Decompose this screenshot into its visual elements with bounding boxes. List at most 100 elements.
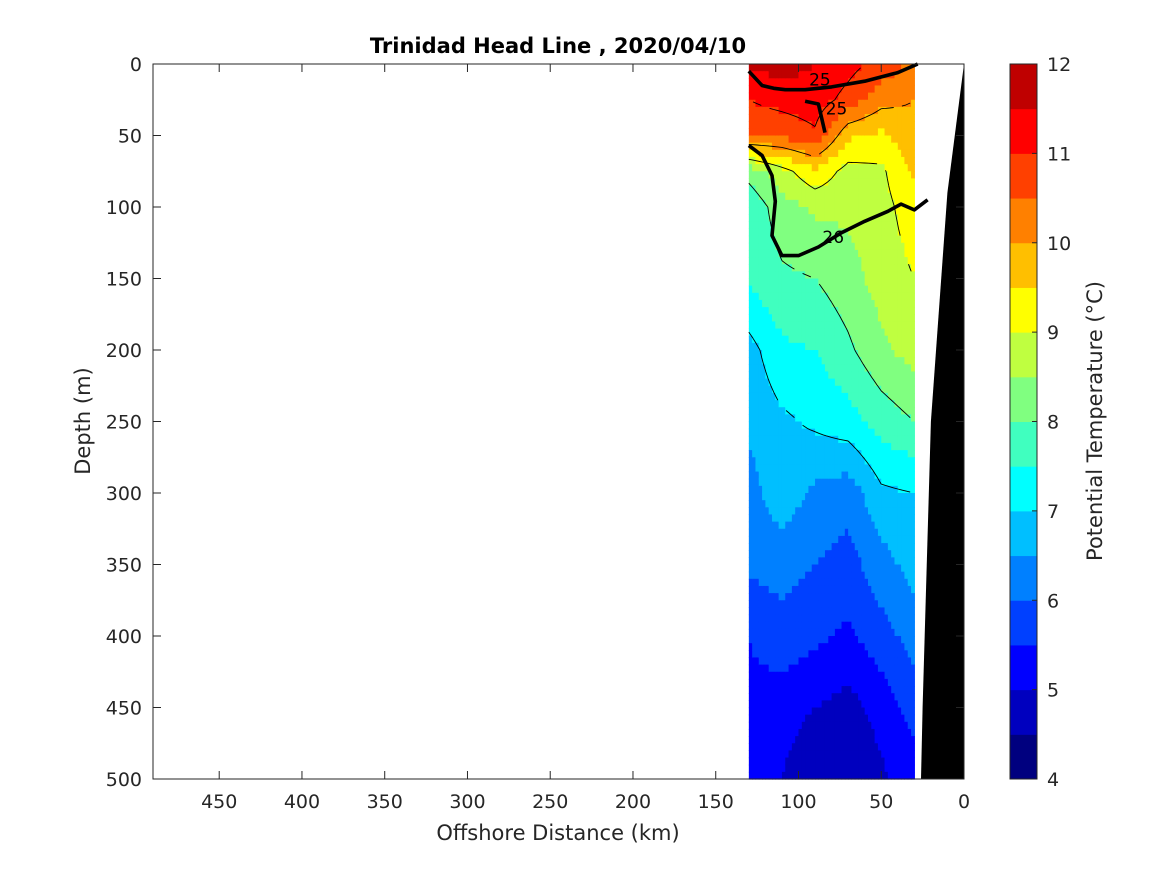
field-cell xyxy=(838,493,843,501)
field-cell xyxy=(821,450,826,458)
field-cell xyxy=(884,149,889,158)
field-cell xyxy=(844,78,849,87)
field-cell xyxy=(798,550,803,558)
field-cell xyxy=(841,342,846,351)
field-cell xyxy=(805,578,810,587)
field-cell xyxy=(785,528,790,537)
field-cell xyxy=(768,335,773,344)
field-cell xyxy=(834,328,839,337)
field-cell xyxy=(911,614,915,623)
field-cell xyxy=(824,64,829,72)
field-cell xyxy=(864,764,869,773)
field-cell xyxy=(752,199,757,208)
field-cell xyxy=(815,571,819,580)
field-cell xyxy=(768,721,773,730)
field-cell xyxy=(874,478,879,487)
field-cell xyxy=(824,414,829,423)
field-cell xyxy=(891,485,896,494)
field-cell xyxy=(818,78,823,87)
field-cell xyxy=(838,235,843,244)
field-cell xyxy=(861,535,866,544)
field-cell xyxy=(858,264,862,272)
field-cell xyxy=(805,700,810,709)
field-cell xyxy=(848,171,853,179)
field-cell xyxy=(815,621,819,630)
field-cell xyxy=(841,736,846,744)
field-cell xyxy=(907,521,912,530)
field-cell xyxy=(805,135,810,144)
field-cell xyxy=(911,228,915,237)
field-cell xyxy=(795,714,800,723)
field-cell xyxy=(884,671,889,680)
field-cell xyxy=(824,199,829,208)
field-cell xyxy=(894,707,899,716)
field-cell xyxy=(821,278,826,287)
field-cell xyxy=(791,435,796,444)
field-cell xyxy=(758,593,763,601)
field-cell xyxy=(858,771,862,780)
field-cell xyxy=(811,400,816,408)
field-cell xyxy=(887,757,892,766)
field-cell xyxy=(838,199,843,208)
field-cell xyxy=(808,106,813,115)
field-cell xyxy=(891,121,896,129)
field-cell xyxy=(894,264,899,272)
field-cell xyxy=(851,407,856,415)
field-cell xyxy=(884,328,889,337)
field-cell xyxy=(791,278,796,287)
field-cell xyxy=(874,307,879,315)
field-cell xyxy=(762,114,766,122)
field-cell xyxy=(762,221,766,230)
field-cell xyxy=(831,328,836,337)
field-cell xyxy=(815,257,819,265)
field-cell xyxy=(861,643,866,651)
field-cell xyxy=(864,149,869,158)
field-cell xyxy=(798,686,803,694)
field-cell xyxy=(874,578,879,587)
field-cell xyxy=(765,85,770,94)
field-cell xyxy=(861,364,866,373)
field-cell xyxy=(871,221,876,230)
field-cell xyxy=(904,307,909,315)
field-cell xyxy=(791,257,796,265)
field-cell xyxy=(788,328,793,337)
field-cell xyxy=(808,478,813,487)
field-cell xyxy=(854,636,859,644)
field-cell xyxy=(772,564,776,573)
field-cell xyxy=(768,292,773,301)
field-cell xyxy=(805,428,810,437)
field-cell xyxy=(801,428,806,437)
field-cell xyxy=(801,493,806,501)
field-cell xyxy=(821,721,826,730)
field-cell xyxy=(831,249,836,258)
field-cell xyxy=(868,564,872,573)
field-cell xyxy=(778,357,783,365)
field-cell xyxy=(795,421,800,430)
field-cell xyxy=(881,342,886,351)
field-cell xyxy=(811,221,816,230)
field-cell xyxy=(828,600,833,608)
field-cell xyxy=(775,235,780,244)
field-cell xyxy=(752,378,757,387)
field-cell xyxy=(808,285,813,294)
field-cell xyxy=(897,307,902,315)
field-cell xyxy=(791,550,796,558)
field-cell xyxy=(798,171,803,179)
field-cell xyxy=(755,342,760,351)
field-cell xyxy=(848,414,853,423)
field-cell xyxy=(798,228,803,237)
field-cell xyxy=(854,128,859,137)
field-cell xyxy=(778,221,783,230)
field-cell xyxy=(748,678,753,687)
field-cell xyxy=(785,485,790,494)
field-cell xyxy=(752,600,757,608)
field-cell xyxy=(808,507,813,516)
field-cell xyxy=(894,528,899,537)
field-cell xyxy=(831,271,836,280)
field-cell xyxy=(811,700,816,709)
field-cell xyxy=(781,314,786,322)
field-cell xyxy=(778,450,783,458)
field-cell xyxy=(748,600,753,608)
field-cell xyxy=(762,99,766,108)
field-cell xyxy=(887,493,892,501)
